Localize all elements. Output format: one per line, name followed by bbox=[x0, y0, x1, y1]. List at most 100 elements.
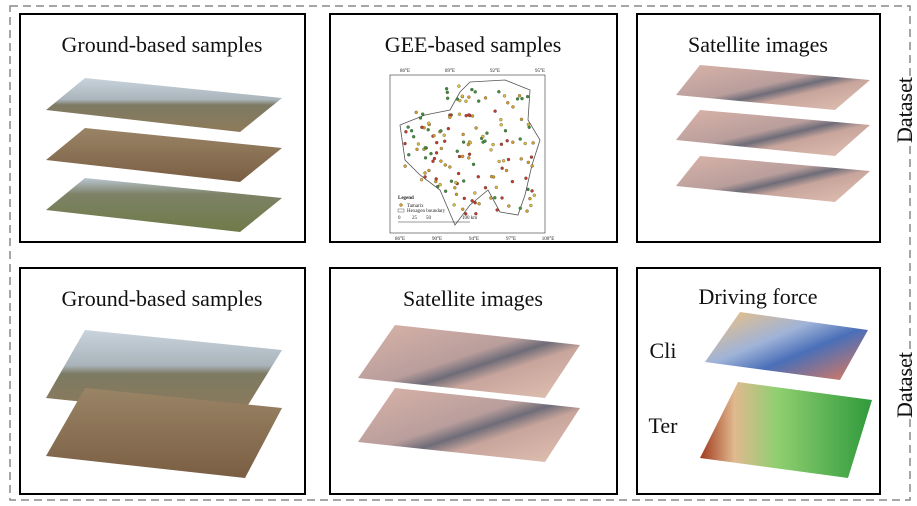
scale-label: 25 bbox=[412, 216, 418, 221]
sample-dot bbox=[484, 96, 487, 99]
sample-dot bbox=[495, 186, 498, 189]
sample-dot bbox=[453, 186, 456, 189]
map-tick: 90°E bbox=[432, 237, 442, 242]
sample-dot bbox=[436, 185, 439, 188]
sample-dot bbox=[467, 143, 470, 146]
sample-dot bbox=[489, 197, 492, 200]
sample-dot bbox=[496, 209, 499, 212]
row-label: Dataset bbox=[892, 77, 917, 143]
sample-dot bbox=[527, 123, 530, 126]
sample-dot bbox=[450, 180, 453, 183]
map-tick: 86°E bbox=[395, 237, 405, 242]
sample-dot bbox=[484, 186, 487, 189]
sample-dot bbox=[474, 90, 477, 93]
panel-title: GEE-based samples bbox=[385, 32, 562, 57]
sample-dot bbox=[412, 135, 415, 138]
sample-dot bbox=[505, 169, 508, 172]
sample-dot bbox=[472, 163, 475, 166]
sample-dot bbox=[492, 143, 495, 146]
sample-dot bbox=[404, 165, 407, 168]
sample-dot bbox=[462, 133, 465, 136]
panel-title: Ground-based samples bbox=[61, 286, 262, 311]
sample-dot bbox=[424, 175, 427, 178]
sample-dot bbox=[435, 151, 438, 154]
sample-dot bbox=[440, 147, 443, 150]
sample-dot bbox=[474, 201, 477, 204]
map-tick: 92°E bbox=[490, 69, 500, 74]
sample-dot bbox=[474, 212, 477, 215]
sample-dot bbox=[481, 135, 484, 138]
sample-dot bbox=[421, 113, 424, 116]
legend-box bbox=[398, 209, 404, 212]
sample-dot bbox=[528, 126, 531, 129]
map-tick: 95°E bbox=[535, 69, 545, 74]
panel-title: Satellite images bbox=[403, 286, 543, 311]
sample-dot bbox=[490, 148, 493, 151]
layer-label: Ter bbox=[649, 413, 679, 438]
sample-dot bbox=[507, 204, 510, 207]
sample-dot bbox=[447, 127, 450, 130]
sample-dot bbox=[531, 189, 534, 192]
map: 86°E89°E92°E95°E86°E90°E94°E97°E100°ELeg… bbox=[390, 69, 554, 242]
legend-title: Legend bbox=[398, 196, 414, 201]
sample-dot bbox=[461, 95, 464, 98]
sample-dot bbox=[404, 130, 407, 133]
sample-dot bbox=[443, 134, 446, 137]
sample-dot bbox=[521, 97, 524, 100]
sample-dot bbox=[458, 113, 461, 116]
sample-dot bbox=[497, 90, 500, 93]
sample-dot bbox=[511, 141, 514, 144]
sample-dot bbox=[506, 139, 509, 142]
sample-dot bbox=[427, 128, 430, 131]
sample-dot bbox=[467, 156, 470, 159]
sample-dot bbox=[464, 212, 467, 215]
sample-dot bbox=[524, 142, 527, 145]
sample-dot bbox=[461, 208, 464, 211]
sample-dot bbox=[468, 153, 471, 156]
sample-dot bbox=[500, 143, 503, 146]
sample-dot bbox=[506, 101, 509, 104]
sample-dot bbox=[518, 94, 521, 97]
sample-dot bbox=[464, 100, 467, 103]
figure: Ground-based samples GEE-based samples S… bbox=[0, 0, 917, 506]
sample-dot bbox=[457, 85, 460, 88]
sample-dot bbox=[520, 118, 523, 121]
panel-title: Ground-based samples bbox=[61, 32, 262, 57]
sample-dot bbox=[465, 114, 468, 117]
sample-dot bbox=[416, 148, 419, 151]
map-tick: 94°E bbox=[469, 237, 479, 242]
sample-dot bbox=[475, 126, 478, 129]
sample-dot bbox=[458, 99, 461, 102]
sample-dot bbox=[433, 134, 436, 137]
map-tick: 86°E bbox=[400, 69, 410, 74]
sample-dot bbox=[470, 88, 473, 91]
sample-dot bbox=[463, 197, 466, 200]
sample-dot bbox=[519, 138, 522, 141]
sample-dot bbox=[424, 146, 427, 149]
sample-dot bbox=[490, 175, 493, 178]
sample-dot bbox=[444, 164, 447, 167]
sample-dot bbox=[424, 171, 427, 174]
sample-dot bbox=[499, 118, 502, 121]
sample-dot bbox=[404, 142, 407, 145]
sample-dot bbox=[453, 203, 456, 206]
sample-dot bbox=[533, 194, 536, 197]
sample-dot bbox=[435, 141, 438, 144]
sample-dot bbox=[439, 160, 442, 163]
sample-dot bbox=[455, 193, 458, 196]
sample-dot bbox=[526, 95, 529, 98]
sample-dot bbox=[511, 180, 514, 183]
sample-dot bbox=[471, 199, 474, 202]
sample-dot bbox=[448, 116, 451, 119]
sample-dot bbox=[420, 178, 423, 181]
legend-dot bbox=[400, 204, 403, 207]
sample-dot bbox=[454, 181, 457, 184]
sample-dot bbox=[477, 100, 480, 103]
sample-dot bbox=[501, 196, 504, 199]
panel-title: Satellite images bbox=[688, 32, 828, 57]
sample-dot bbox=[477, 175, 480, 178]
sample-dot bbox=[446, 91, 449, 94]
sample-dot bbox=[519, 207, 522, 210]
sample-dot bbox=[467, 96, 470, 99]
sample-dot bbox=[435, 177, 438, 180]
